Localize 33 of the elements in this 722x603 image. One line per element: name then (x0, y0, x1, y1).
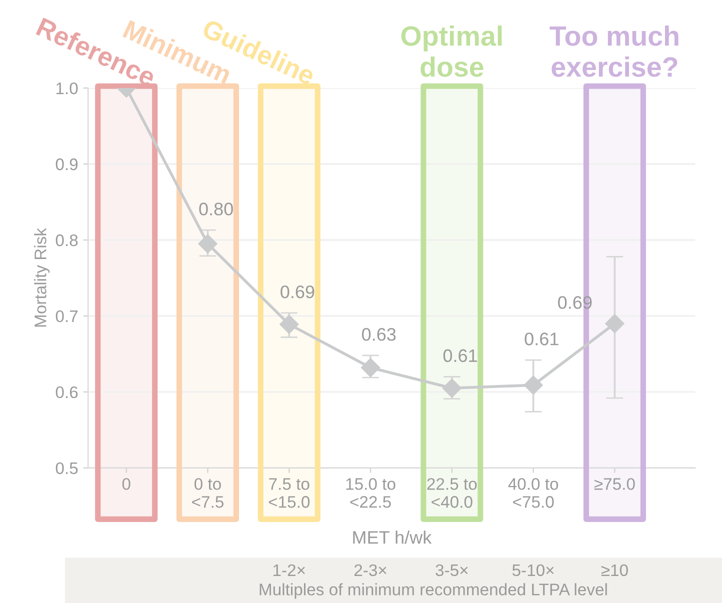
text: Multiples of minimum recommended LTPA level (260, 583, 607, 599)
x-tick-label: 40.0 to <75.0 (508, 478, 558, 508)
text: ≥10 (601, 564, 628, 576)
x-tick-label: 22.5 to <40.0 (427, 478, 477, 508)
y-axis-title: Mortality Risk (34, 228, 50, 327)
data-label: 0.61 (524, 332, 558, 346)
data-label: 0.80 (199, 202, 233, 216)
data-label: 0.63 (362, 328, 396, 341)
data-label: 0.61 (443, 349, 477, 362)
point (442, 378, 462, 398)
y-tick-label: 0.7 (56, 310, 78, 322)
x-tick-label: 7.5 to <15.0 (268, 478, 310, 508)
x-tick-label: ≥75.0 (594, 478, 635, 490)
point (360, 358, 380, 378)
y-tick-label: 1.0 (56, 82, 78, 94)
text: 3-5× (436, 564, 468, 576)
point (605, 314, 624, 334)
x-tick-label: 0 (122, 478, 130, 490)
band-label: Too much exercise? (550, 26, 678, 77)
y-tick-label: 0.9 (56, 158, 78, 170)
point (524, 376, 543, 395)
x-tick-label: 15.0 to <22.5 (346, 478, 396, 508)
text: 5-10× (512, 564, 554, 576)
data-label: 0.69 (280, 285, 314, 298)
x-tick-label: 0 to <7.5 (192, 478, 224, 508)
text: 1-2× (273, 564, 305, 576)
y-tick-label: 0.6 (56, 386, 78, 398)
text: 2-3× (354, 564, 386, 576)
point (280, 314, 299, 334)
band-label: Optimal dose (401, 26, 502, 77)
y-tick-label: 0.5 (56, 462, 78, 474)
x-axis-title: MET h/wk (353, 530, 432, 544)
y-tick-label: 0.8 (56, 234, 78, 246)
